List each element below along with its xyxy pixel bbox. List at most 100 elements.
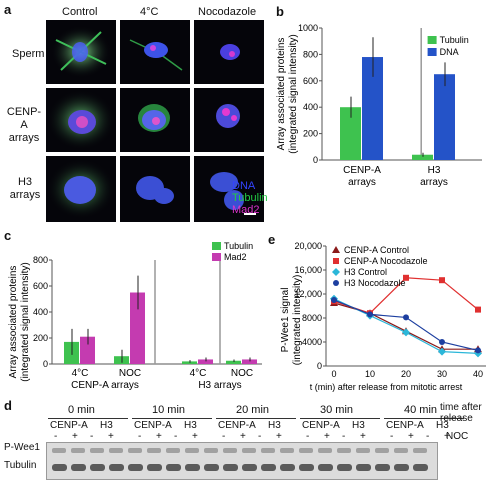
blot-row-label-tubulin: Tubulin [4,460,37,471]
b-category-label: H3 [428,165,441,176]
blot-time-bracket [216,418,296,419]
blot-band-pwee1 [90,448,104,453]
panel-c-label: c [4,228,12,243]
blot-noc-sign: + [108,431,114,442]
b-legend-label: DNA [440,47,459,57]
blot-band-tubulin [356,464,371,471]
b-legend-label: Tubulin [440,35,469,45]
blot-time-label: 30 min [320,404,354,416]
blot-noc-sign: - [54,431,58,442]
c-ytick: 600 [33,281,48,291]
blot-band-tubulin [204,464,219,471]
blot-band-pwee1 [394,448,408,453]
blot-noc-sign: + [72,431,78,442]
blot-band-tubulin [413,464,428,471]
blot-band-pwee1 [223,448,237,453]
e-point [402,328,410,337]
c-ytick: 200 [33,333,48,343]
col-label-control: Control [62,6,98,18]
c-bar [80,336,95,364]
e-legend-marker [333,258,339,264]
blot-band-pwee1 [185,448,199,453]
panel-e-label: e [268,232,276,247]
blot-band-tubulin [185,464,200,471]
e-point [438,347,446,356]
blot-sub-label: CENP-A [218,420,256,431]
blot-time-bracket [384,418,464,419]
blot-band-tubulin [109,464,124,471]
b-legend-swatch [427,36,437,44]
col-label-nocodazole: Nocodazole [198,6,257,18]
e-legend-label: H3 Control [344,267,387,277]
e-point [403,314,409,321]
blot-noc-sign: + [360,431,366,442]
blot-noc-sign: - [174,431,178,442]
blot-band-pwee1 [204,448,218,453]
blot-noc-label: NOC [446,431,469,442]
b-bar [434,74,455,160]
micrograph-cenpa-control [46,88,116,152]
b-ytick: 1000 [298,23,318,33]
e-series-line [333,302,478,350]
blot-noc-sign: + [408,431,414,442]
c-bar [130,292,145,364]
blot-sub-label: H3 [436,420,449,431]
blot-band-tubulin [71,464,86,471]
e-ytick: 20,000 [294,241,322,251]
blot-band-tubulin [128,464,143,471]
e-series-line [333,299,479,351]
c-ytick: 800 [33,255,48,265]
blot-band-tubulin [52,464,67,471]
blot-sub-label: CENP-A [386,420,424,431]
blot-band-tubulin [318,464,333,471]
blot-band-pwee1 [147,448,161,453]
blot-band-pwee1 [299,448,313,453]
panel-d-label: d [4,398,12,413]
c-legend-label: Tubulin [224,241,253,251]
e-ytick: 4000 [302,337,322,347]
c-sub-label: NOC [231,368,253,379]
legend-dna: DNA [232,180,256,192]
blot-sub-label: CENP-A [302,420,340,431]
blot-sub-label: H3 [268,420,281,431]
e-point [331,297,337,303]
blot-band-pwee1 [337,448,351,453]
e-legend-marker [332,268,340,276]
blot-band-pwee1 [109,448,123,453]
blot-sub-label: CENP-A [134,420,172,431]
c-sub-label: 4°C [190,368,207,379]
blot-band-pwee1 [128,448,142,453]
micrograph-sperm-4c [120,20,190,84]
b-ylabel-0: Array associated proteins [276,38,287,151]
blot-row-label-pwee1: P-Wee1 [4,442,40,453]
row-label-h3-text: H3 arrays [9,176,41,201]
panel-a-label: a [4,2,12,17]
c-legend-swatch [212,242,221,250]
blot-noc-sign: + [324,431,330,442]
blot-noc-sign: - [342,431,346,442]
blot-noc-sign: - [426,431,430,442]
blot-band-tubulin [242,464,257,471]
c-ylabel-1: (integrated signal intensity) [20,262,31,382]
blot-noc-sign: + [192,431,198,442]
e-point [475,347,481,354]
e-legend-label: CENP-A Control [344,245,409,255]
blot-noc-sign: - [390,431,394,442]
blot-sub-label: CENP-A [50,420,88,431]
chart-c: 0 200 400 600 800 Array associated proteins (i… [8,241,262,391]
blot-noc-sign: - [222,431,226,442]
blot-noc-sign: + [240,431,246,442]
blot-noc-sign: - [90,431,94,442]
c-bar [226,360,241,364]
blot-band-pwee1 [413,448,427,453]
b-ytick: 200 [303,129,318,139]
row-label-cenpa-text: CENP-A arrays [6,106,42,144]
b-ytick: 800 [303,49,318,59]
b-category-label: arrays [420,177,448,188]
c-bar [182,361,197,364]
e-ylabel-0: P-Wee1 signal [280,288,291,353]
b-ytick: 400 [303,102,318,112]
c-legend-label: Mad2 [224,252,247,262]
blot-band-pwee1 [166,448,180,453]
b-bar [340,107,361,160]
